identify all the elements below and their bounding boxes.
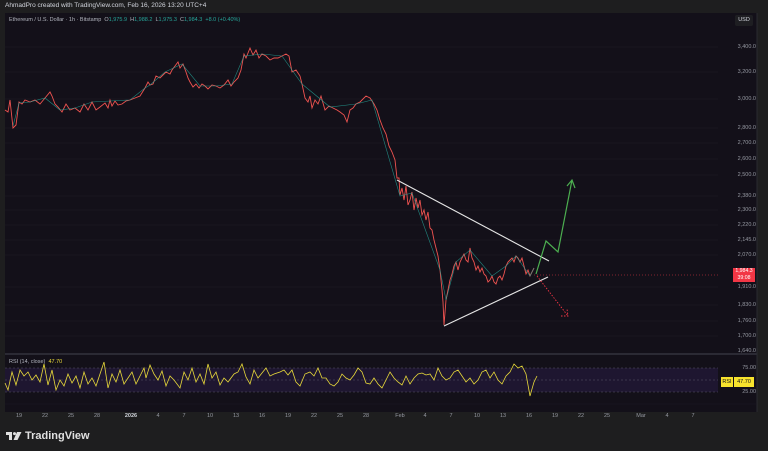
y-tick: 2,500.0: [737, 172, 756, 178]
current-price-tag: 1,984.3 39:08: [733, 268, 755, 282]
rsi-tag-value: 47.70: [734, 377, 754, 387]
y-tick: 3,000.0: [737, 96, 756, 102]
y-tick: 1,830.0: [737, 302, 756, 308]
rsi-levels: [5, 367, 718, 393]
symbol-legend[interactable]: Ethereum / U.S. Dollar · 1h · Bitstamp O…: [9, 17, 240, 23]
y-tick: 1,700.0: [737, 333, 756, 339]
x-tick: 7: [691, 413, 695, 419]
triangle-pattern[interactable]: [396, 179, 550, 327]
rsi-value: 47.70: [48, 359, 63, 365]
currency-button[interactable]: USD: [735, 15, 753, 26]
rsi-tag-name: RSI: [721, 377, 733, 387]
y-tick: 2,700.0: [737, 140, 756, 146]
x-tick: 22: [310, 413, 318, 419]
x-tick: 25: [603, 413, 611, 419]
tradingview-logo[interactable]: TradingView: [6, 430, 90, 442]
low-label: L: [155, 17, 159, 23]
price-line: [4, 46, 535, 326]
x-tick-month: Feb: [395, 413, 405, 419]
bullish-arrowhead-icon: [566, 178, 576, 189]
grid: [5, 46, 718, 337]
x-tick: 19: [551, 413, 559, 419]
x-tick: 13: [499, 413, 507, 419]
bullish-projection-arrow[interactable]: [535, 179, 573, 275]
y-tick: 2,600.0: [737, 156, 756, 162]
y-tick: 2,800.0: [737, 125, 756, 131]
y-tick: 3,200.0: [737, 69, 756, 75]
x-tick: 7: [182, 413, 186, 419]
bearish-arrowhead-icon: [561, 308, 569, 317]
x-tick: 22: [577, 413, 585, 419]
rsi-line: [4, 361, 538, 397]
x-tick: 4: [423, 413, 427, 419]
x-tick: 25: [67, 413, 75, 419]
x-tick: 4: [665, 413, 669, 419]
y-tick: 2,145.0: [737, 237, 756, 243]
x-tick: 10: [473, 413, 481, 419]
y-tick: 2,380.0: [737, 193, 756, 199]
bar-countdown: 39:08: [737, 275, 751, 281]
top-bar: AhmadPro created with TradingView.com, F…: [0, 0, 768, 13]
close-value: 1,984.3: [183, 17, 203, 23]
y-tick: 1,910.0: [737, 284, 756, 290]
x-tick: 28: [362, 413, 370, 419]
y-tick: 1,640.0: [737, 348, 756, 354]
open-label: O: [104, 17, 109, 23]
current-price: 1,984.3: [735, 268, 753, 274]
y-tick: 2,220.0: [737, 222, 756, 228]
chart-frame[interactable]: [5, 13, 757, 412]
close-label: C: [179, 17, 184, 23]
x-tick: 16: [525, 413, 533, 419]
x-tick: 19: [284, 413, 292, 419]
symbol-title: Ethereum / U.S. Dollar · 1h · Bitstamp: [9, 17, 102, 23]
bearish-projection-arrow[interactable]: [536, 275, 569, 317]
y-tick: 1,760.0: [737, 318, 756, 324]
change-value: +8.0 (+0.40%): [205, 17, 241, 23]
x-tick: 13: [232, 413, 240, 419]
open-value: 1,975.9: [108, 17, 128, 23]
x-tick: 25: [336, 413, 344, 419]
rsi-legend[interactable]: RSI (14, close) 47.70: [9, 359, 62, 365]
x-tick: 28: [93, 413, 101, 419]
x-tick-year: 2026: [124, 413, 138, 419]
high-label: H: [130, 17, 135, 23]
rsi-level-75: 75.00: [742, 365, 756, 371]
high-value: 1,988.2: [134, 17, 153, 23]
tradingview-logo-text: TradingView: [25, 430, 90, 442]
x-tick: 22: [41, 413, 49, 419]
tradingview-logo-icon: [6, 431, 22, 440]
x-tick: 4: [156, 413, 160, 419]
credit-text: AhmadPro created with TradingView.com, F…: [5, 2, 207, 9]
x-tick: 16: [258, 413, 266, 419]
rsi-level-25: 25.00: [742, 389, 756, 395]
y-tick: 2,070.0: [737, 252, 756, 258]
y-tick: 3,400.0: [737, 44, 756, 50]
low-value: 1,975.3: [158, 17, 177, 23]
x-tick: 10: [206, 413, 214, 419]
price-line-up-overlay: [12, 53, 535, 301]
x-tick: 19: [15, 413, 23, 419]
rsi-title: RSI (14, close): [9, 359, 46, 365]
y-tick: 2,300.0: [737, 207, 756, 213]
x-tick-month: Mar: [636, 413, 646, 419]
x-tick: 7: [449, 413, 453, 419]
